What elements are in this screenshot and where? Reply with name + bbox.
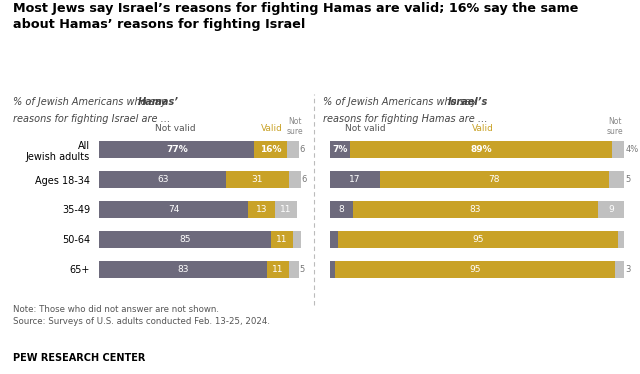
Text: % of Jewish Americans who say: % of Jewish Americans who say	[13, 97, 170, 107]
Bar	[609, 171, 624, 188]
Text: 13: 13	[256, 205, 268, 214]
Bar	[292, 231, 301, 248]
Bar	[99, 171, 226, 188]
Bar	[248, 201, 275, 218]
Bar	[330, 171, 380, 188]
Bar	[99, 261, 266, 278]
Bar	[289, 171, 301, 188]
Bar	[287, 141, 299, 158]
Text: 74: 74	[168, 205, 179, 214]
Text: 3: 3	[323, 235, 328, 244]
Bar	[330, 231, 339, 248]
Text: Not valid: Not valid	[344, 124, 385, 133]
Text: Most Jews say Israel’s reasons for fighting Hamas are valid; 16% say the same
ab: Most Jews say Israel’s reasons for fight…	[13, 2, 578, 31]
Text: 95: 95	[472, 235, 484, 244]
Text: 77%: 77%	[166, 145, 188, 154]
Text: 4%: 4%	[625, 145, 639, 154]
Bar	[271, 231, 292, 248]
Bar	[353, 201, 598, 218]
Bar	[612, 141, 624, 158]
Text: 11: 11	[280, 205, 291, 214]
Text: Valid: Valid	[260, 124, 282, 133]
Text: 7%: 7%	[332, 145, 348, 154]
Text: 5: 5	[300, 265, 305, 274]
Text: reasons for fighting Hamas are …: reasons for fighting Hamas are …	[323, 114, 488, 124]
Text: 11: 11	[272, 265, 284, 274]
Bar	[350, 141, 612, 158]
Bar	[289, 261, 299, 278]
Text: Not valid: Not valid	[156, 124, 196, 133]
Bar	[330, 141, 350, 158]
Bar	[330, 261, 335, 278]
Text: Hamas’: Hamas’	[138, 97, 179, 107]
Bar	[255, 141, 287, 158]
Text: PEW RESEARCH CENTER: PEW RESEARCH CENTER	[13, 353, 145, 364]
Bar	[99, 201, 248, 218]
Text: 16%: 16%	[260, 145, 282, 154]
Text: Valid: Valid	[472, 124, 493, 133]
Text: 8: 8	[339, 205, 344, 214]
Text: 9: 9	[608, 205, 614, 214]
Bar	[615, 261, 624, 278]
Text: 3: 3	[625, 265, 631, 274]
Text: % of Jewish Americans who say: % of Jewish Americans who say	[323, 97, 480, 107]
Bar	[275, 201, 297, 218]
Text: 63: 63	[157, 175, 168, 184]
Text: Not
sure: Not sure	[607, 117, 623, 136]
Text: 6: 6	[302, 175, 307, 184]
Bar	[226, 171, 289, 188]
Bar	[330, 201, 353, 218]
Bar	[99, 141, 255, 158]
Bar	[335, 261, 615, 278]
Text: 17: 17	[349, 175, 360, 184]
Bar	[266, 261, 289, 278]
Text: 11: 11	[276, 235, 287, 244]
Text: Not
sure: Not sure	[287, 117, 303, 136]
Text: 6: 6	[300, 145, 305, 154]
Text: 83: 83	[470, 205, 481, 214]
Bar	[339, 231, 618, 248]
Text: Note: Those who did not answer are not shown.
Source: Surveys of U.S. adults con: Note: Those who did not answer are not s…	[13, 305, 270, 326]
Text: 85: 85	[179, 235, 191, 244]
Text: reasons for fighting Israel are …: reasons for fighting Israel are …	[13, 114, 170, 124]
Text: 5: 5	[625, 175, 631, 184]
Bar	[99, 231, 271, 248]
Text: 89%: 89%	[470, 145, 492, 154]
Bar	[380, 171, 609, 188]
Text: 31: 31	[252, 175, 263, 184]
Text: 83: 83	[177, 265, 189, 274]
Bar	[618, 231, 624, 248]
Text: 78: 78	[489, 175, 500, 184]
Text: 95: 95	[470, 265, 481, 274]
Bar	[598, 201, 624, 218]
Text: Israel’s: Israel’s	[448, 97, 488, 107]
